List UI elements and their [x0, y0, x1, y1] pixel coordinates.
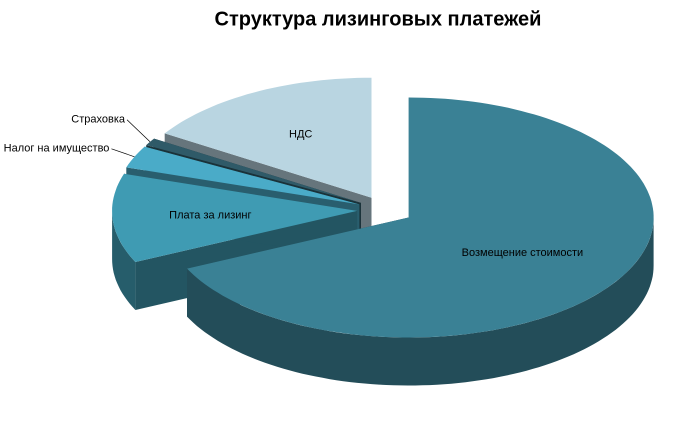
slice-label: Страховка [71, 114, 126, 126]
leader-line [126, 119, 151, 143]
slice [112, 173, 358, 262]
slice [146, 138, 361, 203]
slice [126, 146, 360, 205]
slice-label: Возмещение стоимости [462, 247, 584, 259]
slice-wall [112, 210, 136, 310]
slice-label: Налог на имущество [4, 143, 110, 155]
chart-title: Структура лизинговых платежей [215, 8, 542, 30]
slice [187, 97, 654, 338]
slice-label: НДС [289, 129, 312, 141]
slice [164, 77, 372, 198]
slice-wall [187, 217, 654, 386]
slice-label: Плата за лизинг [169, 209, 251, 221]
leader-line [111, 148, 135, 158]
